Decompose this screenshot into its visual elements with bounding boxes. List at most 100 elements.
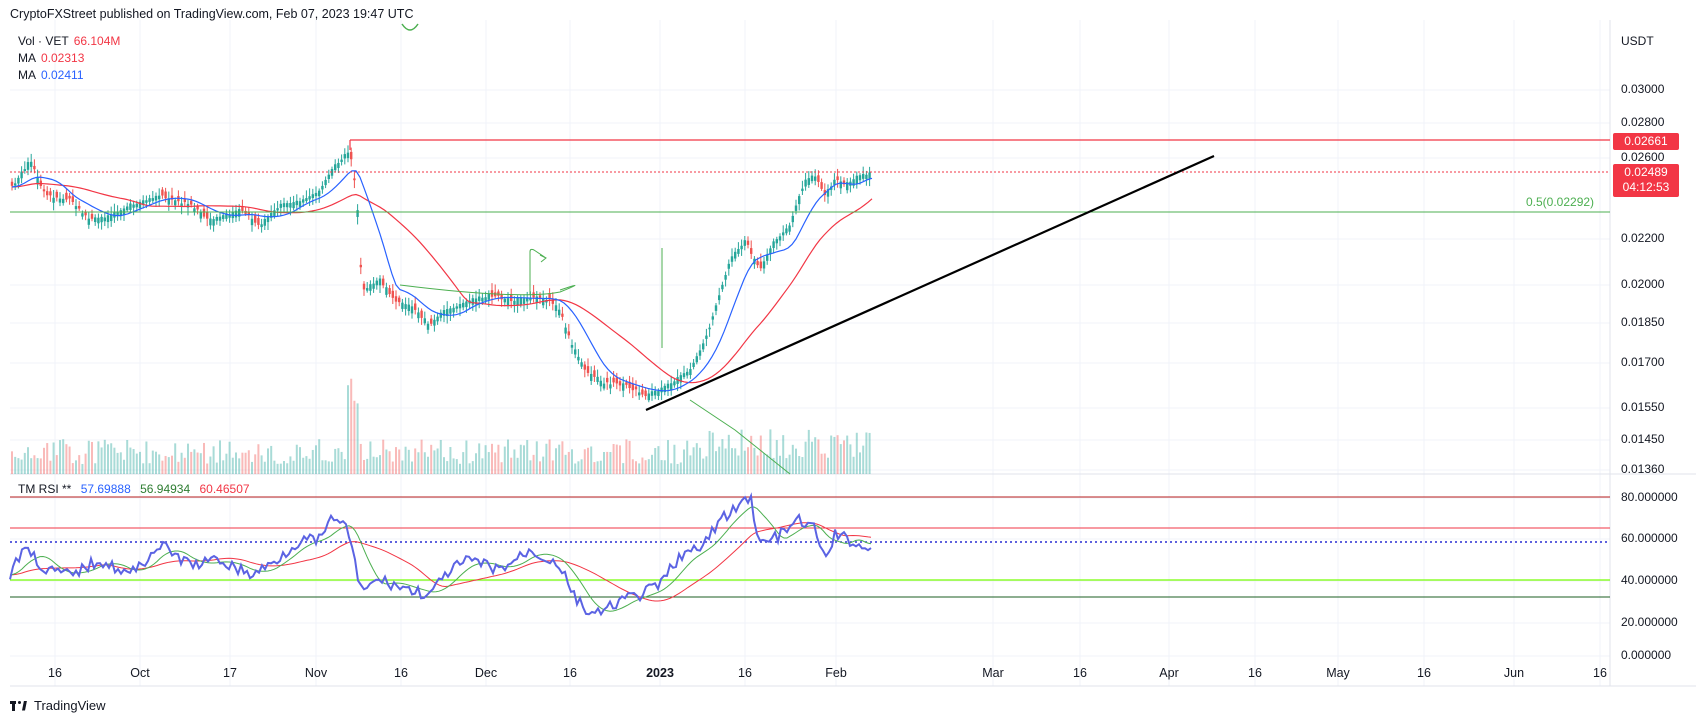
tradingview-logo-icon xyxy=(10,700,28,711)
candle xyxy=(170,187,174,206)
candle xyxy=(583,361,586,378)
volume-bar xyxy=(155,451,157,474)
volume-bar xyxy=(145,441,148,474)
candle xyxy=(612,371,615,387)
price-tick-label: 0.01450 xyxy=(1621,432,1665,446)
candle xyxy=(778,233,782,247)
volume-bar xyxy=(183,457,186,474)
candle xyxy=(372,277,375,293)
price-tick-label: 0.01700 xyxy=(1621,355,1665,369)
candle xyxy=(503,296,506,307)
volume-bar xyxy=(628,440,631,474)
volume-bar xyxy=(427,456,429,474)
volume-bar xyxy=(283,461,285,474)
volume-bar xyxy=(548,439,551,474)
candle xyxy=(257,213,260,230)
legend-rsi[interactable]: TM RSI ** 57.69888 56.94934 60.46507 xyxy=(18,482,256,496)
legend-ma-fast[interactable]: MA 0.02411 xyxy=(18,68,84,82)
volume-bar xyxy=(779,455,781,474)
volume-bar xyxy=(279,463,282,474)
candle xyxy=(686,368,689,379)
volume-bar xyxy=(420,439,423,474)
volume-bar xyxy=(516,457,519,474)
volume-bar xyxy=(459,463,461,474)
candle xyxy=(343,148,346,165)
candle xyxy=(388,285,391,298)
current-price-value: 0.02489 xyxy=(1624,165,1668,179)
candle xyxy=(436,312,439,325)
time-axis-label: 16 xyxy=(1248,666,1262,680)
volume-bar xyxy=(215,462,218,474)
legend-volume[interactable]: Vol · VET 66.104M xyxy=(18,34,120,48)
volume-bar xyxy=(683,449,685,474)
candle xyxy=(740,239,743,256)
volume-bar xyxy=(151,450,154,474)
volume-bar xyxy=(532,454,535,474)
candle xyxy=(750,240,753,259)
volume-bar xyxy=(622,463,625,474)
legend-ma-slow[interactable]: MA 0.02313 xyxy=(18,51,84,65)
volume-bar xyxy=(228,441,231,474)
volume-bar xyxy=(551,460,554,474)
volume-bar xyxy=(411,461,413,474)
candle xyxy=(212,216,215,232)
candle xyxy=(308,188,311,207)
candle xyxy=(161,187,164,199)
volume-bar xyxy=(46,443,49,474)
volume-bar xyxy=(299,447,301,474)
volume-bar xyxy=(564,454,567,474)
volume-bar xyxy=(30,458,33,474)
candle xyxy=(705,328,708,347)
volume-bar xyxy=(727,434,730,474)
candle xyxy=(673,378,676,388)
volume-bar xyxy=(327,461,330,474)
time-axis-label: 16 xyxy=(563,666,577,680)
time-axis-label: 16 xyxy=(1073,666,1087,680)
price-tick-label: 0.02800 xyxy=(1621,115,1665,129)
volume-bar xyxy=(398,449,401,474)
volume-bar xyxy=(65,444,68,474)
volume-bar xyxy=(94,463,97,474)
volume-bar xyxy=(443,457,445,474)
volume-bar xyxy=(209,456,212,474)
candle xyxy=(551,292,554,311)
volume-bar xyxy=(491,443,493,474)
candle xyxy=(695,352,698,365)
candle xyxy=(196,203,199,215)
volume-bar xyxy=(567,451,570,474)
volume-bar xyxy=(139,451,141,474)
volume-bar xyxy=(772,457,775,474)
candle xyxy=(474,290,478,312)
rsi-tick-label: 80.000000 xyxy=(1621,490,1678,504)
volume-bar xyxy=(663,460,666,474)
volume-bar xyxy=(583,449,586,474)
volume-bar xyxy=(759,435,762,474)
volume-bar xyxy=(526,440,529,474)
candle xyxy=(766,248,769,265)
candle xyxy=(122,205,126,222)
volume-bar xyxy=(270,445,273,474)
volume-bar xyxy=(404,446,407,474)
tradingview-footer[interactable]: TradingView xyxy=(10,698,106,713)
volume-bar xyxy=(807,429,810,474)
candle xyxy=(663,383,666,396)
candle xyxy=(180,196,183,215)
candle xyxy=(478,288,481,309)
candle xyxy=(414,296,417,315)
volume-bar xyxy=(340,451,343,474)
volume-bar xyxy=(347,385,349,474)
candle xyxy=(286,200,289,213)
volume-bar xyxy=(334,448,337,474)
candle xyxy=(337,158,340,173)
volume-bar xyxy=(529,460,532,474)
volume-bar xyxy=(36,458,39,474)
volume-bar xyxy=(766,454,769,474)
candle xyxy=(234,204,238,223)
volume-bar xyxy=(385,449,388,474)
volume-bar xyxy=(206,463,209,474)
volume-bar xyxy=(308,458,311,474)
volume-bar xyxy=(318,439,321,474)
candle xyxy=(58,192,62,207)
candle xyxy=(62,194,65,206)
